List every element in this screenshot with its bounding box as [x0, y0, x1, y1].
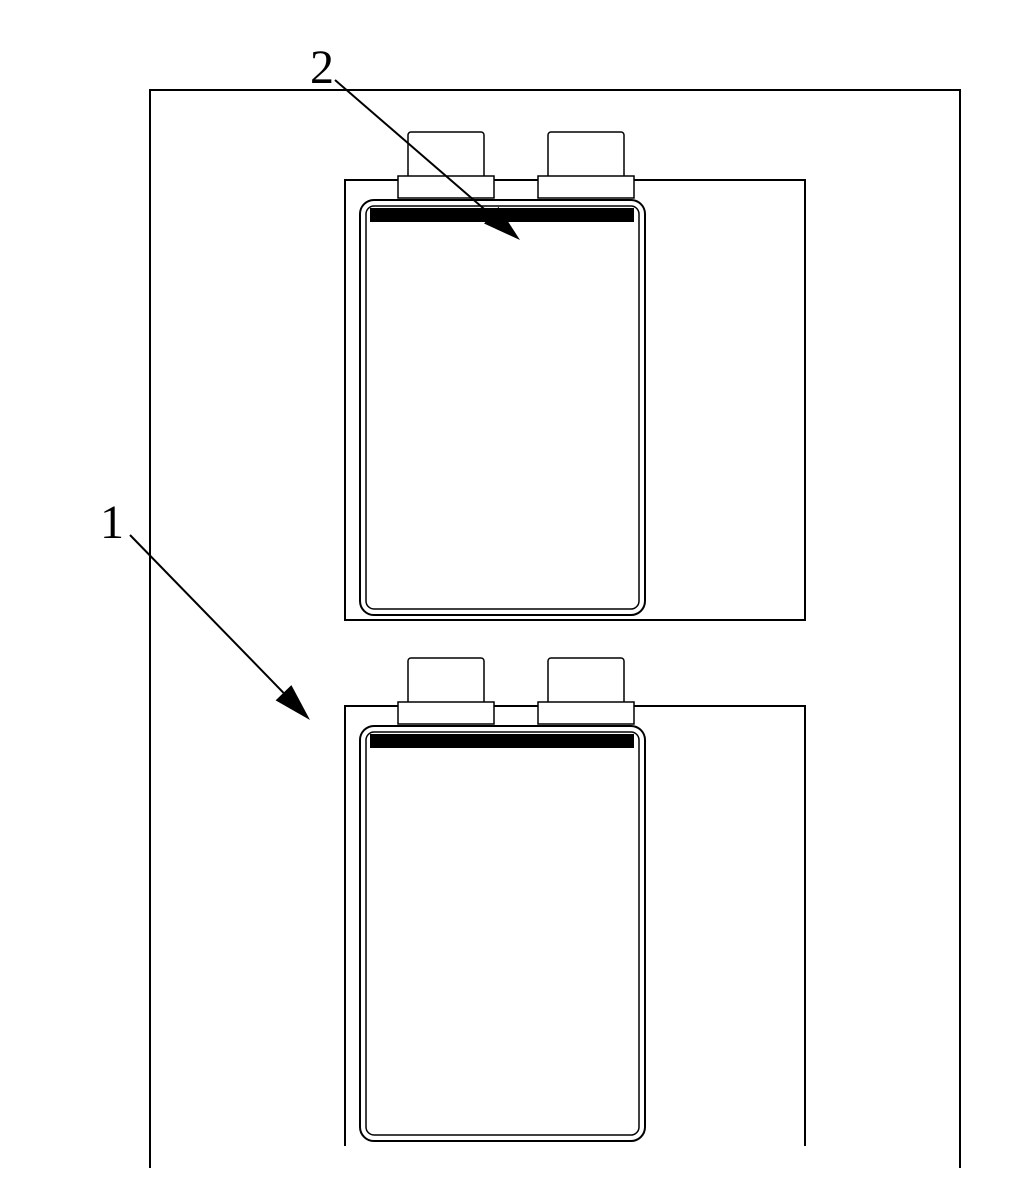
technical-drawing-svg — [0, 0, 1027, 1198]
diagram-canvas: 2 1 — [0, 0, 1027, 1198]
callout-label-2: 2 — [310, 40, 334, 95]
callout-label-1: 1 — [100, 495, 124, 550]
